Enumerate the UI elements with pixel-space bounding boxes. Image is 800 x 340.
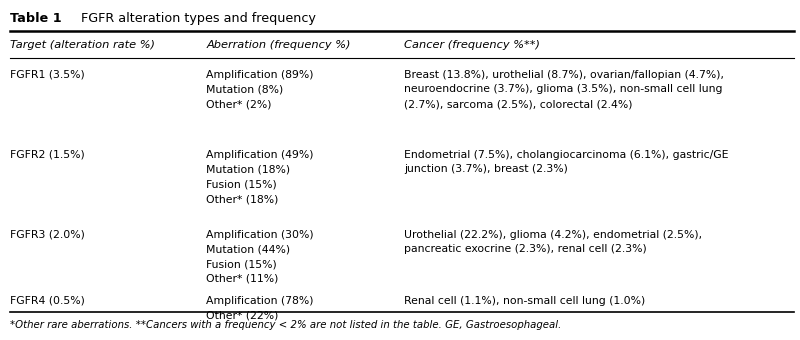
Text: *Other rare aberrations. **Cancers with a frequency < 2% are not listed in the t: *Other rare aberrations. **Cancers with … [10, 320, 562, 330]
Text: FGFR1 (3.5%): FGFR1 (3.5%) [10, 70, 85, 80]
Text: Endometrial (7.5%), cholangiocarcinoma (6.1%), gastric/GE
junction (3.7%), breas: Endometrial (7.5%), cholangiocarcinoma (… [404, 150, 729, 174]
Text: Amplification (30%)
Mutation (44%)
Fusion (15%)
Other* (11%): Amplification (30%) Mutation (44%) Fusio… [206, 230, 314, 284]
Text: Table 1: Table 1 [10, 12, 62, 25]
Text: Amplification (78%)
Other* (22%): Amplification (78%) Other* (22%) [206, 296, 314, 321]
Text: Urothelial (22.2%), glioma (4.2%), endometrial (2.5%),
pancreatic exocrine (2.3%: Urothelial (22.2%), glioma (4.2%), endom… [404, 230, 702, 254]
Text: Renal cell (1.1%), non-small cell lung (1.0%): Renal cell (1.1%), non-small cell lung (… [404, 296, 646, 306]
Text: Breast (13.8%), urothelial (8.7%), ovarian/fallopian (4.7%),
neuroendocrine (3.7: Breast (13.8%), urothelial (8.7%), ovari… [404, 70, 724, 109]
Text: Amplification (49%)
Mutation (18%)
Fusion (15%)
Other* (18%): Amplification (49%) Mutation (18%) Fusio… [206, 150, 314, 204]
Text: Target (alteration rate %): Target (alteration rate %) [10, 40, 155, 50]
Text: FGFR3 (2.0%): FGFR3 (2.0%) [10, 230, 86, 239]
Text: FGFR alteration types and frequency: FGFR alteration types and frequency [69, 12, 316, 25]
Text: Aberration (frequency %): Aberration (frequency %) [206, 40, 351, 50]
Text: FGFR2 (1.5%): FGFR2 (1.5%) [10, 150, 85, 159]
Text: Amplification (89%)
Mutation (8%)
Other* (2%): Amplification (89%) Mutation (8%) Other*… [206, 70, 314, 109]
Text: FGFR4 (0.5%): FGFR4 (0.5%) [10, 296, 86, 306]
Text: Cancer (frequency %**): Cancer (frequency %**) [404, 40, 540, 50]
